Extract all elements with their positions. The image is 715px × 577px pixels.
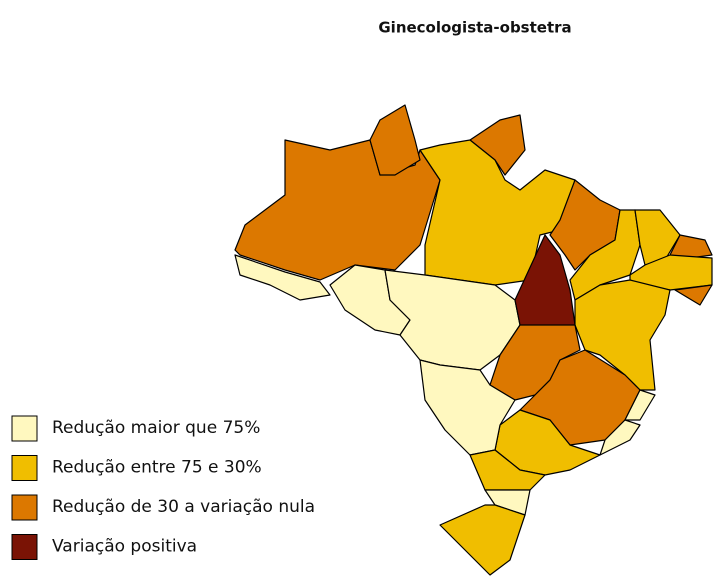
legend-label: Redução entre 75 e 30% <box>52 458 262 478</box>
state <box>519 349 641 446</box>
state <box>624 389 656 421</box>
legend-swatch <box>11 494 38 521</box>
legend-swatch <box>11 534 38 560</box>
state <box>674 284 713 306</box>
legend-label: Redução de 30 a variação nula <box>52 497 315 517</box>
map-title: Ginecologista-obstetra <box>378 19 571 37</box>
legend-swatch <box>11 415 38 442</box>
legend-swatch <box>11 455 38 481</box>
state <box>439 504 526 576</box>
legend: Redução maior que 75% Redução entre 75 e … <box>11 415 315 560</box>
brazil-map <box>234 104 713 576</box>
state <box>234 254 331 301</box>
state <box>599 419 641 456</box>
state <box>419 359 516 456</box>
state <box>369 104 421 176</box>
state <box>669 234 713 259</box>
legend-label: Redução maior que 75% <box>52 418 260 438</box>
legend-label: Variação positiva <box>52 537 197 557</box>
